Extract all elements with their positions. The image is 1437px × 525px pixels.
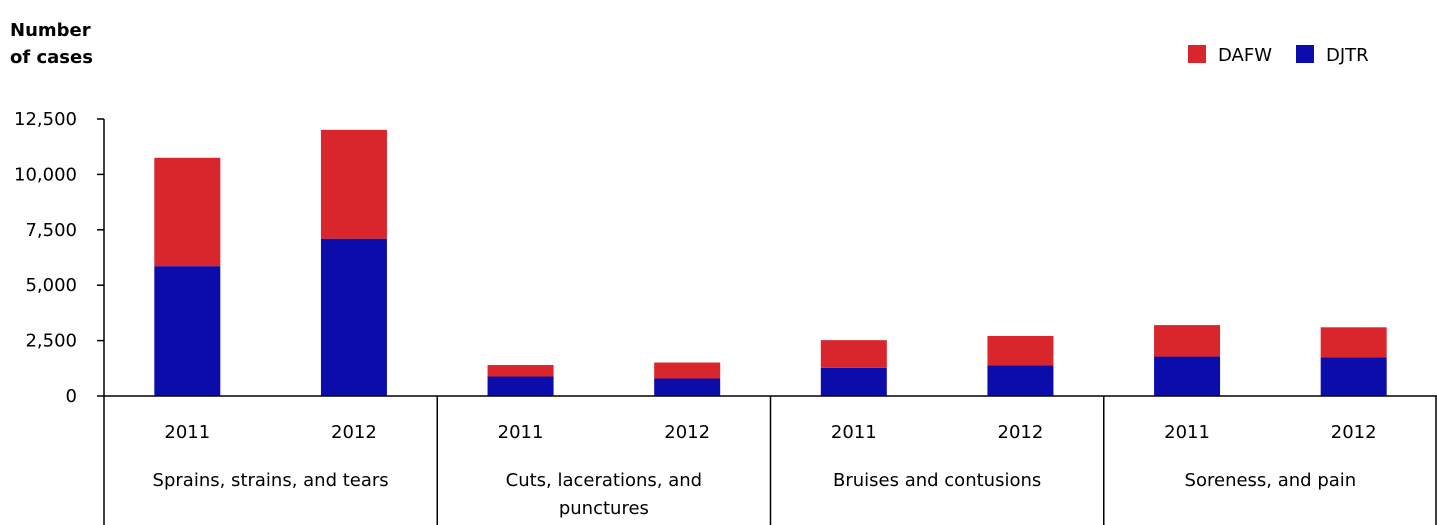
- x-tick-label-year: 2012: [664, 422, 710, 443]
- x-tick-label-year: 2012: [998, 422, 1044, 443]
- legend-label-djtr: DJTR: [1326, 45, 1369, 66]
- y-axis-title-line-2: of cases: [10, 47, 93, 68]
- bar-dafw: [654, 362, 721, 379]
- bars: [154, 129, 1387, 396]
- y-axis-title-line-1: Number: [10, 20, 91, 41]
- x-tick-label-year: 2012: [331, 422, 377, 443]
- y-axis: 12,500 10,000 7,500 5,000 2,500 0: [14, 109, 105, 407]
- x-category-label: Soreness, and pain: [1185, 470, 1357, 491]
- bar-dafw: [820, 340, 887, 368]
- y-tick-label: 0: [66, 386, 77, 407]
- x-category-label: Sprains, strains, and tears: [153, 470, 389, 491]
- bar-dafw: [487, 364, 554, 377]
- y-tick-label: 12,500: [14, 109, 77, 130]
- legend: DAFW DJTR: [1188, 45, 1369, 66]
- bar-djtr: [1154, 356, 1221, 396]
- x-tick-label-year: 2012: [1331, 422, 1377, 443]
- bar-dafw: [1320, 327, 1387, 358]
- bar-dafw: [154, 157, 221, 267]
- x-tick-label-year: 2011: [164, 422, 210, 443]
- y-tick-label: 2,500: [25, 331, 77, 352]
- x-category-label: punctures: [559, 498, 649, 519]
- x-tick-label-year: 2011: [1164, 422, 1210, 443]
- x-axis: 2011 2012 Sprains, strains, and tears 2011 2…: [103, 395, 1437, 525]
- y-tick-label: 10,000: [14, 164, 77, 185]
- legend-swatch-djtr: [1296, 45, 1314, 63]
- bar-djtr: [1320, 357, 1387, 396]
- x-tick-label-year: 2011: [498, 422, 544, 443]
- bar-djtr: [320, 238, 387, 396]
- x-category-label: Bruises and contusions: [833, 470, 1041, 491]
- y-axis-title: Number of cases: [10, 20, 93, 68]
- x-tick-label-year: 2011: [831, 422, 877, 443]
- bar-dafw: [1154, 325, 1221, 357]
- x-category-label: Cuts, lacerations, and: [506, 470, 702, 491]
- legend-swatch-dafw: [1188, 45, 1206, 63]
- bar-djtr: [487, 376, 554, 396]
- y-tick-label: 5,000: [25, 275, 77, 296]
- bar-djtr: [987, 365, 1054, 396]
- bar-djtr: [820, 367, 887, 396]
- legend-label-dafw: DAFW: [1218, 45, 1272, 66]
- bar-dafw: [987, 335, 1054, 366]
- y-tick-label: 7,500: [25, 220, 77, 241]
- bar-djtr: [654, 378, 721, 396]
- bar-djtr: [154, 266, 221, 396]
- bar-dafw: [320, 129, 387, 239]
